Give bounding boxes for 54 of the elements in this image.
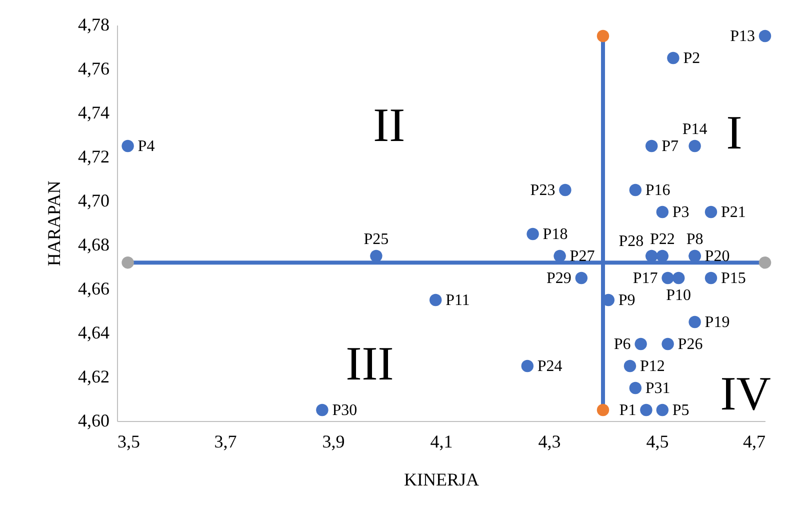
data-label: P14 <box>682 121 708 138</box>
data-label: P16 <box>645 182 670 199</box>
data-label: P11 <box>446 292 470 309</box>
x-tick-label: 4,5 <box>646 432 669 452</box>
y-tick-label: 4,68 <box>78 234 110 254</box>
data-label: P18 <box>542 226 568 243</box>
x-tick-label: 4,3 <box>538 432 561 452</box>
y-tick-label: 4,64 <box>78 322 110 342</box>
x-axis-title: KINERJA <box>404 470 479 490</box>
y-tick-label: 4,62 <box>78 366 110 386</box>
data-label: P10 <box>666 287 692 304</box>
annotation: I <box>726 106 742 160</box>
data-label: P5 <box>672 402 690 419</box>
data-label: P30 <box>332 402 358 419</box>
data-label: P19 <box>704 314 730 331</box>
data-label: P28 <box>618 233 644 250</box>
data-label: P6 <box>614 336 631 353</box>
x-tick-label: 3,9 <box>322 432 345 452</box>
data-label: P31 <box>645 380 670 397</box>
y-tick-label: 4,70 <box>78 190 110 210</box>
data-label: P26 <box>678 336 703 353</box>
data-label: P24 <box>537 358 562 375</box>
data-label: P9 <box>618 292 636 309</box>
data-label: P4 <box>138 138 155 155</box>
annotation: III <box>346 338 394 391</box>
data-label: P3 <box>672 204 690 221</box>
y-tick-label: 4,60 <box>78 410 110 430</box>
data-label: P25 <box>364 231 389 248</box>
data-label: P17 <box>632 270 658 287</box>
y-tick-label: 4,76 <box>78 58 110 78</box>
data-label: P20 <box>704 248 730 265</box>
y-tick-label: 4,78 <box>78 14 110 34</box>
data-label: P8 <box>686 231 704 248</box>
data-label: P27 <box>570 248 595 265</box>
annotation: II <box>373 99 406 152</box>
x-tick-label: 4,1 <box>430 432 453 452</box>
data-label: P12 <box>640 358 665 375</box>
data-label: P29 <box>546 270 572 287</box>
y-tick-label: 4,72 <box>78 146 110 166</box>
data-label: P21 <box>721 204 746 221</box>
y-tick-label: 4,66 <box>78 278 110 298</box>
x-tick-label: 4,7 <box>743 432 766 452</box>
y-axis-title: HARAPAN <box>44 180 64 266</box>
data-label: P15 <box>721 270 746 287</box>
data-label: P13 <box>730 28 755 45</box>
annotation: IV <box>720 368 772 421</box>
data-label: P1 <box>619 402 636 419</box>
data-label: P22 <box>650 231 675 248</box>
x-tick-label: 3,5 <box>118 432 140 452</box>
x-tick-label: 3,7 <box>214 432 237 452</box>
data-label: P7 <box>662 138 679 155</box>
y-tick-label: 4,74 <box>78 102 110 122</box>
data-label: P23 <box>530 182 556 199</box>
data-label: P2 <box>683 50 700 67</box>
